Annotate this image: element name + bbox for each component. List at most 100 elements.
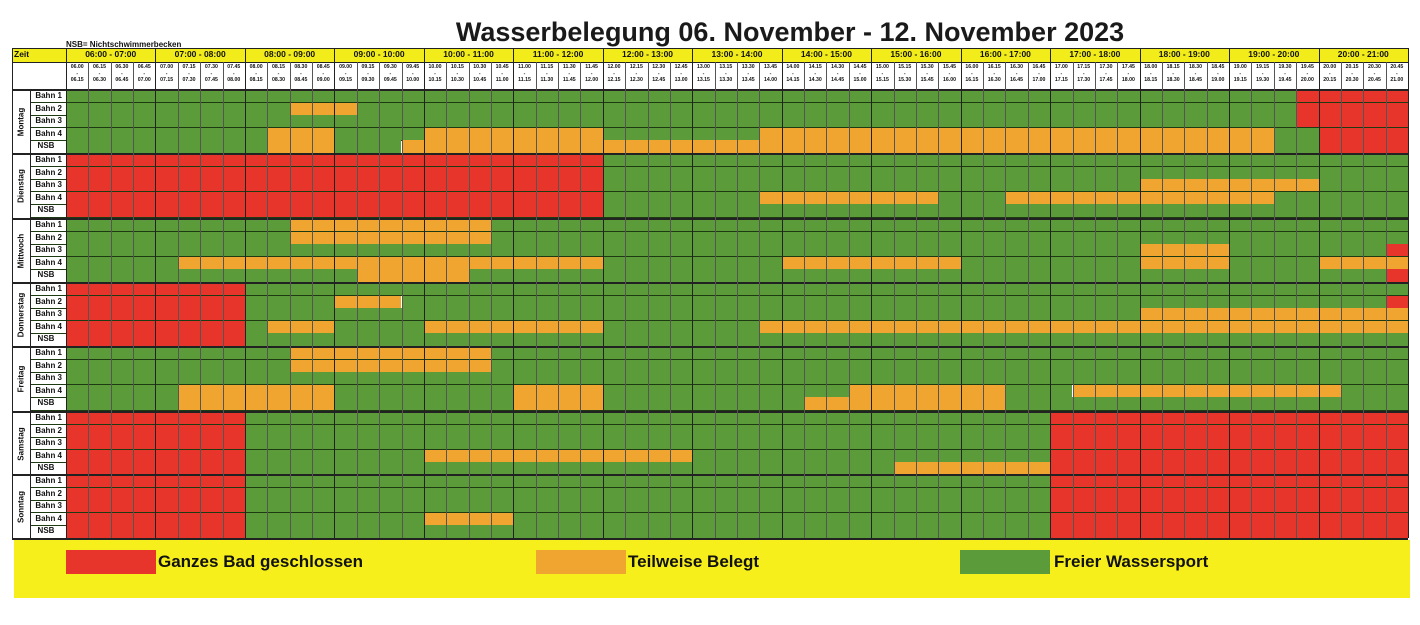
day-label: Sonntag [16,490,25,523]
quarter-divider [714,62,716,538]
lane-divider [30,320,1408,321]
lane-label: Bahn 2 [35,488,62,498]
quarter-label: 10.30 - 10.45 [473,64,487,84]
day-label: Mittwoch [16,233,25,268]
lane-label: Bahn 3 [35,438,62,448]
schedule-cell [602,256,782,270]
hour-divider [1139,48,1141,538]
schedule-cell [490,231,1408,245]
schedule-cell [1050,449,1408,463]
hour-label: 07:00 - 08:00 [174,49,226,59]
quarter-divider [133,62,134,538]
schedule-cell [848,384,1006,398]
quarter-divider [177,62,179,538]
schedule-cell [1050,412,1408,425]
quarter-divider [1094,62,1096,538]
quarter-divider [1027,62,1029,538]
lane-divider [30,268,1408,270]
lane-divider [30,359,1408,360]
lane-divider [30,449,1408,450]
lane-label: NSB [37,205,55,215]
lane-label: NSB [37,526,55,536]
quarter-divider [580,62,581,538]
nsb-note: NSB= Nichtschwimmerbecken [66,40,182,49]
schedule-cell [1296,102,1408,116]
lane-label: Bahn 2 [35,296,62,306]
quarter-label: 06.00 - 06.15 [70,64,84,84]
quarter-label: 10.00 - 10.15 [428,64,442,84]
schedule-cell [1385,244,1408,257]
lane-label: Bahn 3 [35,116,62,126]
lane-divider [30,281,1408,283]
quarter-label: 12.45 - 13.00 [674,64,688,84]
quarter-label: 11.00 - 11.15 [518,64,531,84]
schedule-cell [759,191,939,205]
quarter-divider [401,62,402,538]
quarter-divider [468,62,470,538]
schedule-cell [423,320,603,334]
legend-label: Ganzes Bad geschlossen [158,552,364,571]
schedule-cell [66,384,178,398]
quarter-label: 17.30 - 17.45 [1099,64,1113,84]
schedule-cell [66,256,178,270]
quarter-label: 12.30 - 12.45 [652,64,666,84]
schedule-cell [1296,115,1408,128]
schedule-cell [1050,487,1408,501]
hour-divider [781,48,783,538]
lane-label: Bahn 3 [35,373,62,383]
schedule-cell [66,269,357,282]
day-divider [12,218,1408,220]
schedule-cell [177,384,335,398]
lane-divider [30,191,1408,192]
schedule-cell [423,127,603,141]
quarter-divider [1161,62,1163,538]
quarter-divider [647,62,649,538]
legend-swatch [960,550,1050,574]
hour-divider [692,48,694,538]
quarter-label: 18.00 - 18.15 [1144,64,1158,84]
lane-divider [30,409,1408,411]
lane-divider [30,537,1408,539]
lane-label: Bahn 1 [35,476,62,485]
schedule-cell [1050,512,1408,526]
quarter-divider [200,62,201,538]
lane-divider [30,524,1408,526]
lane-divider [30,102,1408,103]
schedule-cell [781,256,961,270]
schedule-cell [1050,500,1408,513]
schedule-cell [1050,424,1408,438]
quarter-label: 10.45 - 11.00 [495,64,509,84]
day-divider [12,282,1408,284]
hour-label: 08:00 - 09:00 [264,49,316,59]
quarter-divider [915,62,917,538]
hour-divider [602,48,604,538]
lane-divider [30,396,1408,398]
quarter-label: 08.30 - 08.45 [294,64,308,84]
lane-divider [30,384,1408,385]
lane-label: Bahn 4 [35,257,62,267]
quarter-divider [1251,62,1252,538]
quarter-label: 18.15 - 18.30 [1166,64,1180,84]
schedule-cell [244,449,424,463]
lane-divider [30,307,1408,309]
schedule-cell [602,127,760,141]
lane-divider [30,332,1408,334]
hour-divider [423,48,425,538]
lane-label: Bahn 1 [35,220,62,229]
quarter-divider [356,62,358,538]
legend-label: Freier Wassersport [1054,552,1209,571]
quarter-label: 10.15 - 10.30 [450,64,464,84]
quarter-divider [446,62,447,538]
quarter-label: 11.45 - 12.00 [585,64,599,84]
quarter-divider [110,62,112,538]
quarter-divider [312,62,313,538]
schedule-cell [66,127,268,141]
schedule-cell [66,397,178,410]
quarter-divider [938,62,939,538]
quarter-label: 12.00 - 12.15 [607,64,621,84]
lane-divider [30,216,1408,218]
lane-label: Bahn 1 [35,348,62,357]
legend-label: Teilweise Belegt [628,552,760,571]
lane-label: NSB [37,463,55,473]
page-title: Wasserbelegung 06. November - 12. Novemb… [455,17,1125,47]
